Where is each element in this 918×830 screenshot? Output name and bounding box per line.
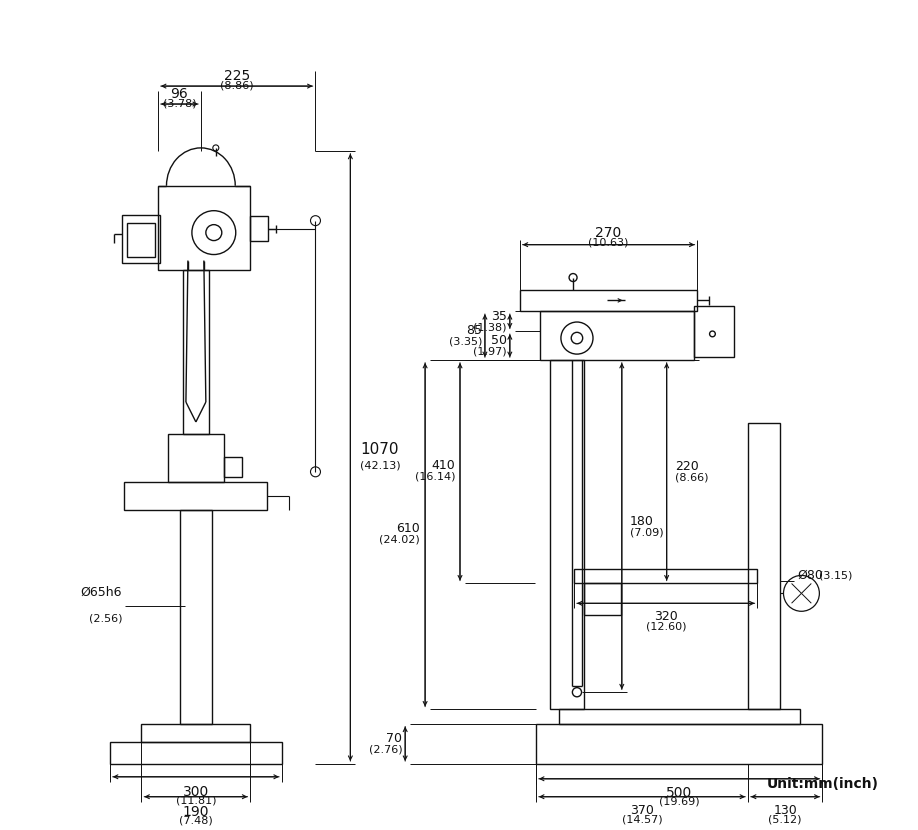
- Bar: [167, 434, 224, 481]
- Text: 500: 500: [666, 786, 692, 800]
- Text: 50: 50: [491, 334, 507, 347]
- Text: (24.02): (24.02): [379, 535, 420, 544]
- Bar: [183, 271, 208, 434]
- Text: 190: 190: [183, 805, 209, 818]
- Text: 130: 130: [773, 803, 797, 817]
- Text: 1070: 1070: [361, 442, 398, 456]
- Text: (2.76): (2.76): [368, 745, 402, 754]
- Text: Unit:mm(inch): Unit:mm(inch): [767, 777, 879, 791]
- Text: (3.35): (3.35): [449, 337, 482, 347]
- Text: 85: 85: [466, 325, 482, 337]
- Bar: [540, 311, 694, 360]
- Circle shape: [310, 466, 320, 476]
- Text: Ø65h6: Ø65h6: [81, 586, 122, 599]
- Bar: [584, 583, 621, 615]
- Text: (3.78): (3.78): [162, 98, 196, 108]
- Text: 300: 300: [183, 784, 209, 798]
- Bar: [550, 360, 584, 710]
- Bar: [158, 186, 250, 271]
- Text: 270: 270: [596, 226, 621, 240]
- Bar: [180, 510, 212, 724]
- Text: (11.81): (11.81): [175, 796, 216, 806]
- Text: (8.86): (8.86): [220, 81, 253, 90]
- Bar: [110, 742, 282, 764]
- Bar: [574, 569, 757, 583]
- Circle shape: [310, 216, 320, 226]
- Bar: [520, 290, 698, 311]
- Bar: [224, 457, 242, 476]
- Text: 180: 180: [630, 515, 654, 528]
- Text: (12.60): (12.60): [645, 622, 686, 632]
- Text: (14.57): (14.57): [621, 815, 663, 825]
- Text: (7.48): (7.48): [179, 816, 213, 826]
- Text: (7.09): (7.09): [630, 527, 664, 537]
- Bar: [250, 216, 268, 241]
- Text: 35: 35: [491, 310, 507, 323]
- Text: 70: 70: [386, 732, 402, 745]
- Circle shape: [573, 687, 581, 697]
- Bar: [124, 481, 267, 510]
- Text: (8.66): (8.66): [675, 472, 708, 483]
- Text: 370: 370: [630, 803, 654, 817]
- Text: 96: 96: [171, 87, 188, 101]
- Text: 320: 320: [654, 610, 677, 623]
- Bar: [748, 423, 779, 710]
- Text: 410: 410: [431, 459, 455, 472]
- Bar: [559, 710, 800, 724]
- Text: (42.13): (42.13): [361, 461, 401, 471]
- Text: (1.38): (1.38): [474, 322, 507, 332]
- Bar: [122, 215, 160, 262]
- Text: (10.63): (10.63): [588, 237, 629, 247]
- Text: (2.56): (2.56): [89, 613, 122, 623]
- Bar: [694, 305, 734, 357]
- Bar: [536, 724, 823, 764]
- Text: (1.97): (1.97): [473, 347, 507, 357]
- Text: 225: 225: [224, 69, 250, 83]
- Text: (3.15): (3.15): [820, 570, 853, 580]
- Text: (19.69): (19.69): [659, 797, 700, 807]
- Text: (16.14): (16.14): [415, 471, 455, 481]
- Bar: [141, 724, 251, 742]
- Bar: [127, 222, 155, 256]
- Text: (5.12): (5.12): [768, 815, 802, 825]
- Text: Ø80: Ø80: [798, 569, 823, 582]
- Text: 610: 610: [397, 522, 420, 535]
- Text: 220: 220: [675, 460, 699, 473]
